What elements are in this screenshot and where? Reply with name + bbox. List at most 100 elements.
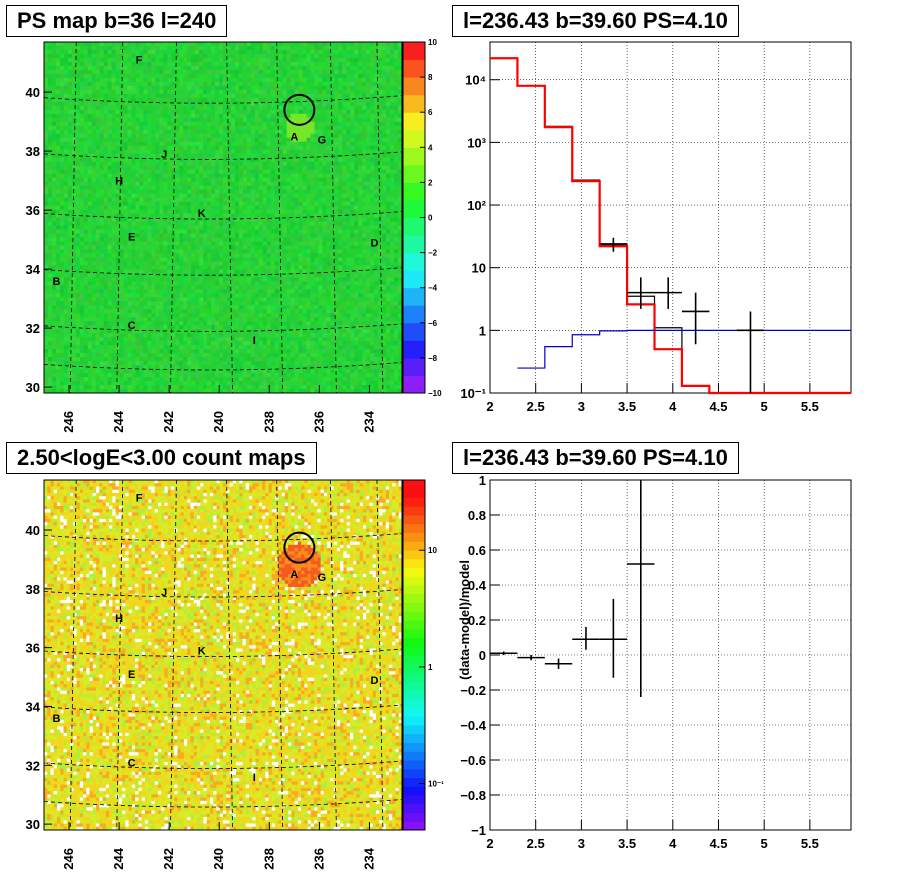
map-cell <box>91 345 97 350</box>
map-cell <box>187 137 192 143</box>
map-cell <box>143 73 148 79</box>
map-cell <box>127 337 132 342</box>
map-cell <box>179 361 184 366</box>
map-cell <box>119 153 124 159</box>
map-cell <box>207 42 212 47</box>
map-cell <box>207 353 212 358</box>
map-cell <box>163 277 168 282</box>
map-cell <box>115 101 120 107</box>
map-cell <box>246 89 252 95</box>
map-cell <box>246 197 252 202</box>
map-cell <box>171 101 176 107</box>
map-cell <box>47 373 53 378</box>
map-cell <box>75 173 81 179</box>
map-cell <box>219 229 224 234</box>
map-cell <box>167 169 172 175</box>
map-cell <box>51 273 57 278</box>
map-cell <box>47 105 53 111</box>
map-cell <box>163 105 168 111</box>
map-cell <box>187 97 192 103</box>
map-cell <box>107 281 113 286</box>
map-cell <box>215 289 220 294</box>
map-cell <box>223 89 228 95</box>
map-cell <box>187 181 192 186</box>
map-cell <box>59 377 65 382</box>
map-cell <box>103 141 109 147</box>
map-cell <box>95 281 101 286</box>
map-cell <box>151 77 156 83</box>
map-cell <box>159 169 164 175</box>
map-cell <box>155 73 160 79</box>
map-cell <box>107 381 113 386</box>
map-cell <box>199 233 204 238</box>
map-cell <box>238 361 244 366</box>
map-cell <box>111 141 116 147</box>
map-cell <box>242 65 248 71</box>
map-cell <box>175 157 180 163</box>
map-cell <box>238 293 244 298</box>
map-cell <box>127 73 132 79</box>
map-cell <box>183 81 188 87</box>
map-cell <box>155 93 160 99</box>
map-cell <box>199 269 204 274</box>
map-cell <box>44 245 49 250</box>
map-cell <box>127 42 132 47</box>
map-cell <box>219 261 224 266</box>
map-cell <box>219 145 224 151</box>
map-cell <box>179 153 184 159</box>
map-cell <box>75 113 81 119</box>
map-cell <box>187 101 192 107</box>
map-cell <box>59 361 65 366</box>
map-cell <box>266 193 272 198</box>
map-cell <box>147 97 152 103</box>
map-cell <box>219 89 224 95</box>
map-cell <box>207 221 212 226</box>
map-cell <box>254 117 260 123</box>
map-cell <box>99 357 105 362</box>
map-cell <box>187 233 192 238</box>
map-cell <box>215 337 220 342</box>
map-cell <box>163 221 168 226</box>
map-cell <box>111 377 116 382</box>
map-cell <box>71 85 77 91</box>
map-cell <box>147 221 152 226</box>
map-cell <box>250 357 256 362</box>
map-cell <box>59 121 65 127</box>
map-cell <box>234 77 240 83</box>
map-cell <box>219 293 224 298</box>
map-cell <box>63 341 69 346</box>
map-cell <box>79 329 85 334</box>
map-cell <box>115 53 120 59</box>
map-cell <box>191 137 196 143</box>
map-cell <box>91 173 97 179</box>
map-cell <box>127 185 132 190</box>
map-cell <box>155 337 160 342</box>
map-cell <box>183 261 188 266</box>
map-cell <box>91 213 97 218</box>
map-cell <box>219 301 224 306</box>
map-cell <box>155 313 160 318</box>
map-cell <box>234 253 240 258</box>
map-cell <box>195 45 200 51</box>
map-cell <box>207 249 212 254</box>
map-cell <box>195 42 200 47</box>
map-cell <box>123 73 128 79</box>
map-cell <box>223 109 228 115</box>
map-cell <box>119 373 124 378</box>
map-cell <box>254 53 260 59</box>
map-cell <box>79 261 85 266</box>
map-cell <box>47 165 53 171</box>
map-cell <box>203 105 208 111</box>
map-cell <box>91 209 97 214</box>
map-cell <box>254 337 260 342</box>
map-cell <box>87 73 93 79</box>
map-cell <box>147 381 152 386</box>
map-cell <box>195 377 200 382</box>
map-cell <box>230 317 236 322</box>
map-cell <box>55 357 61 362</box>
map-cell <box>211 157 216 163</box>
map-cell <box>99 237 105 242</box>
map-cell <box>246 45 252 51</box>
map-cell <box>147 85 152 91</box>
map-cell <box>262 373 268 378</box>
